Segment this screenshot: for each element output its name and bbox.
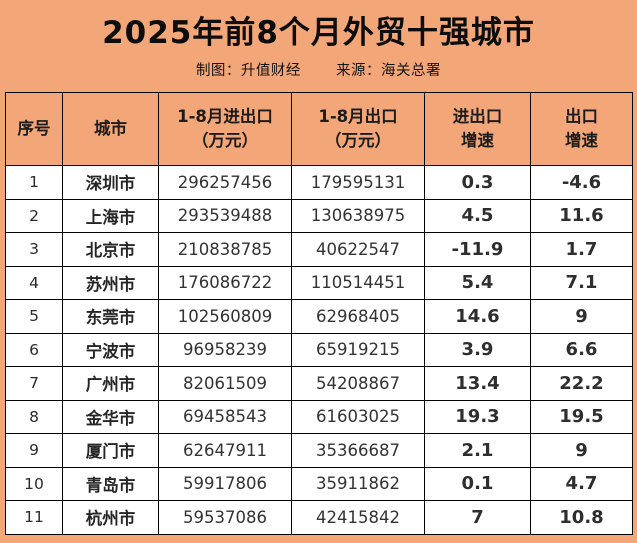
cell-import-export-growth: -11.9 [424, 232, 531, 267]
cell-rank: 3 [5, 232, 63, 267]
cell-city: 深圳市 [62, 165, 159, 200]
cell-export-growth: -4.6 [530, 165, 633, 200]
cell-export-value: 54208867 [291, 366, 425, 401]
cell-export-growth: 19.5 [530, 399, 633, 434]
cell-import-export-value: 102560809 [158, 299, 292, 334]
cell-import-export-growth: 13.4 [424, 366, 531, 401]
cell-city: 青岛市 [62, 466, 159, 501]
table-row: 2 上海市 293539488 130638975 4.5 11.6 [5, 198, 633, 233]
cell-import-export-growth: 2.1 [424, 433, 531, 468]
cell-city: 杭州市 [62, 500, 159, 535]
table-row: 7 广州市 82061509 54208867 13.4 22.2 [5, 366, 633, 401]
table-row: 9 厦门市 62647911 35366687 2.1 9 [5, 433, 633, 468]
cell-export-growth: 22.2 [530, 366, 633, 401]
cell-import-export-value: 59537086 [158, 500, 292, 535]
header-area: 2025年前8个月外贸十强城市 制图：升值财经 来源：海关总署 [0, 0, 637, 92]
cell-import-export-value: 59917806 [158, 466, 292, 501]
cell-rank: 4 [5, 265, 63, 300]
cell-export-value: 61603025 [291, 399, 425, 434]
table-row: 8 金华市 69458543 61603025 19.3 19.5 [5, 399, 633, 434]
table-header: 序号 城市 1-8月进出口 （万元） 1-8月出口 （万元） 进出口 增速 [5, 92, 633, 166]
column-header-rank: 序号 [5, 92, 63, 166]
cell-city: 宁波市 [62, 332, 159, 367]
cell-export-growth: 11.6 [530, 198, 633, 233]
column-header-city: 城市 [62, 92, 159, 166]
cell-import-export-growth: 14.6 [424, 299, 531, 334]
cell-city: 东莞市 [62, 299, 159, 334]
cell-import-export-value: 176086722 [158, 265, 292, 300]
table-row: 3 北京市 210838785 40622547 -11.9 1.7 [5, 232, 633, 267]
cell-city: 金华市 [62, 399, 159, 434]
cell-rank: 6 [5, 332, 63, 367]
cell-city: 上海市 [62, 198, 159, 233]
cell-export-growth: 9 [530, 299, 633, 334]
cell-import-export-value: 96958239 [158, 332, 292, 367]
table-body: 1 深圳市 296257456 179595131 0.3 -4.6 2 上海市 2935394… [5, 165, 633, 535]
cell-import-export-growth: 19.3 [424, 399, 531, 434]
cell-export-growth: 7.1 [530, 265, 633, 300]
cell-rank: 1 [5, 165, 63, 200]
cell-rank: 10 [5, 466, 63, 501]
cell-import-export-growth: 5.4 [424, 265, 531, 300]
subtitle: 制图：升值财经 来源：海关总署 [0, 59, 637, 80]
cell-rank: 2 [5, 198, 63, 233]
column-header-export-growth: 出口 增速 [530, 92, 633, 166]
cell-import-export-value: 296257456 [158, 165, 292, 200]
cell-import-export-value: 62647911 [158, 433, 292, 468]
cell-import-export-value: 69458543 [158, 399, 292, 434]
cell-export-growth: 6.6 [530, 332, 633, 367]
cell-export-growth: 10.8 [530, 500, 633, 535]
cell-import-export-growth: 0.1 [424, 466, 531, 501]
cell-city: 广州市 [62, 366, 159, 401]
cell-export-value: 130638975 [291, 198, 425, 233]
cell-import-export-value: 82061509 [158, 366, 292, 401]
table-row: 1 深圳市 296257456 179595131 0.3 -4.6 [5, 165, 633, 200]
cell-import-export-growth: 3.9 [424, 332, 531, 367]
cell-city: 苏州市 [62, 265, 159, 300]
page-title: 2025年前8个月外贸十强城市 [102, 15, 535, 51]
source-label: 来源：海关总署 [336, 63, 442, 79]
cell-import-export-value: 293539488 [158, 198, 292, 233]
cell-export-value: 110514451 [291, 265, 425, 300]
cell-rank: 11 [5, 500, 63, 535]
cell-export-value: 62968405 [291, 299, 425, 334]
column-header-import-export-value: 1-8月进出口 （万元） [158, 92, 292, 166]
table-row: 6 宁波市 96958239 65919215 3.9 6.6 [5, 332, 633, 367]
cell-import-export-growth: 7 [424, 500, 531, 535]
cell-export-value: 35366687 [291, 433, 425, 468]
cell-export-growth: 4.7 [530, 466, 633, 501]
column-header-import-export-growth: 进出口 增速 [424, 92, 531, 166]
trade-table: 序号 城市 1-8月进出口 （万元） 1-8月出口 （万元） 进出口 增速 [5, 92, 633, 535]
cell-export-value: 65919215 [291, 332, 425, 367]
cell-rank: 9 [5, 433, 63, 468]
table-row: 10 青岛市 59917806 35911862 0.1 4.7 [5, 466, 633, 501]
cell-city: 北京市 [62, 232, 159, 267]
cell-export-growth: 1.7 [530, 232, 633, 267]
table-row: 11 杭州市 59537086 42415842 7 10.8 [5, 500, 633, 535]
cell-import-export-growth: 4.5 [424, 198, 531, 233]
cell-export-growth: 9 [530, 433, 633, 468]
cell-city: 厦门市 [62, 433, 159, 468]
cell-rank: 5 [5, 299, 63, 334]
cell-export-value: 179595131 [291, 165, 425, 200]
table-row: 5 东莞市 102560809 62968405 14.6 9 [5, 299, 633, 334]
cell-rank: 8 [5, 399, 63, 434]
cell-rank: 7 [5, 366, 63, 401]
column-header-export-value: 1-8月出口 （万元） [291, 92, 425, 166]
table-header-row: 序号 城市 1-8月进出口 （万元） 1-8月出口 （万元） 进出口 增速 [5, 92, 633, 166]
cell-export-value: 40622547 [291, 232, 425, 267]
cell-export-value: 42415842 [291, 500, 425, 535]
cell-import-export-growth: 0.3 [424, 165, 531, 200]
credit-label: 制图：升值财经 [195, 63, 301, 79]
cell-export-value: 35911862 [291, 466, 425, 501]
cell-import-export-value: 210838785 [158, 232, 292, 267]
table-row: 4 苏州市 176086722 110514451 5.4 7.1 [5, 265, 633, 300]
